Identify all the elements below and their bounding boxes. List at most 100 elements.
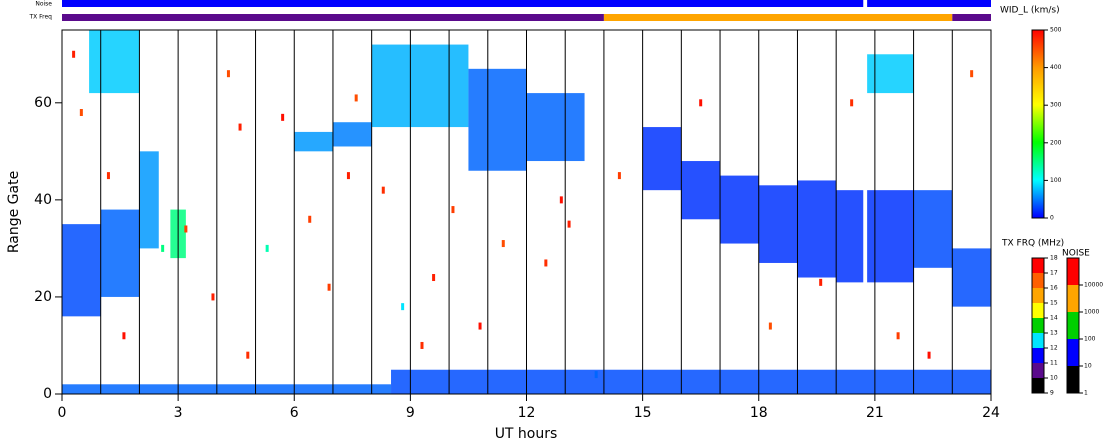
width-colorbar-cell [1032, 146, 1044, 149]
y-axis-label: Range Gate [6, 171, 22, 253]
scatter-point [927, 351, 931, 359]
txfreq-colorbar-label: 12 [1050, 345, 1058, 352]
width-colorbar-cell [1032, 84, 1044, 87]
width-colorbar-cell [1032, 126, 1044, 129]
noise-colorbar-cell [1067, 312, 1079, 339]
width-colorbar-cell [1032, 160, 1044, 163]
scatter-point [106, 172, 110, 180]
txfreq-segment [952, 14, 991, 21]
width-colorbar-label: 300 [1050, 102, 1062, 109]
width-colorbar-cell [1032, 40, 1044, 43]
width-colorbar-cell [1032, 212, 1044, 215]
width-colorbar-cell [1032, 124, 1044, 127]
width-scale-label: WID_L (km/s) [1000, 6, 1060, 16]
width-colorbar-cell [1032, 114, 1044, 117]
width-colorbar-cell [1032, 38, 1044, 41]
width-colorbar-cell [1032, 134, 1044, 137]
scatter-point [451, 206, 455, 214]
txfreq-colorbar-cell [1032, 378, 1044, 393]
width-colorbar-cell [1032, 154, 1044, 157]
txfreq-colorbar-label: 11 [1050, 360, 1058, 367]
width-colorbar-cell [1032, 128, 1044, 131]
scatter-patch [294, 131, 333, 152]
width-colorbar-cell [1032, 52, 1044, 55]
txfreq-colorbar-label: 18 [1050, 255, 1058, 262]
scatter-point [281, 113, 285, 121]
noise-colorbar-label: 10000 [1084, 282, 1103, 289]
y-tick-label: 60 [34, 95, 52, 111]
scatter-point [617, 172, 621, 180]
scatter-point [819, 278, 823, 286]
width-colorbar-cell [1032, 144, 1044, 147]
width-colorbar-cell [1032, 100, 1044, 103]
width-colorbar-cell [1032, 94, 1044, 97]
noise-colorbar-cell [1067, 285, 1079, 312]
txfreq-bar-label: TX Freq [28, 14, 52, 21]
scatter-point [381, 186, 385, 194]
width-colorbar-cell [1032, 116, 1044, 119]
width-colorbar-cell [1032, 108, 1044, 111]
scatter-patch [867, 190, 914, 283]
scatter-patch [89, 30, 140, 94]
width-colorbar-cell [1032, 64, 1044, 67]
scatter-patch [681, 161, 721, 220]
width-colorbar-cell [1032, 92, 1044, 95]
noise-scale-label: NOISE [1062, 249, 1090, 259]
scatter-patch [468, 68, 527, 171]
scatter-patch [913, 190, 953, 268]
txfreq-colorbar-label: 14 [1050, 315, 1058, 322]
x-tick-label: 9 [406, 405, 415, 421]
width-colorbar-cell [1032, 88, 1044, 91]
width-colorbar-label: 500 [1050, 27, 1062, 34]
width-colorbar-cell [1032, 204, 1044, 207]
width-colorbar-cell [1032, 182, 1044, 185]
y-tick-label: 0 [43, 386, 52, 402]
x-tick-label: 24 [982, 405, 1000, 421]
width-colorbar-cell [1032, 98, 1044, 101]
txfreq-colorbar-label: 13 [1050, 330, 1058, 337]
txfreq-colorbar-cell [1032, 303, 1044, 318]
noise-colorbar-cell [1067, 258, 1079, 285]
width-colorbar-cell [1032, 172, 1044, 175]
noise-segment [867, 0, 991, 7]
noise-colorbar-label: 100 [1084, 336, 1096, 343]
width-colorbar-cell [1032, 156, 1044, 159]
scatter-point [72, 50, 76, 58]
scatter-patch [720, 175, 759, 244]
scatter-point [238, 123, 242, 131]
width-colorbar-cell [1032, 158, 1044, 161]
width-colorbar-cell [1032, 138, 1044, 141]
noise-colorbar-label: 1000 [1084, 309, 1099, 316]
txfreq-colorbar-cell [1032, 348, 1044, 363]
txfreq-colorbar-label: 10 [1050, 375, 1058, 382]
txfreq-colorbar-cell [1032, 273, 1044, 288]
txfreq-colorbar-cell [1032, 258, 1044, 273]
scatter-point [354, 94, 358, 102]
width-colorbar-cell [1032, 140, 1044, 143]
width-colorbar-cell [1032, 54, 1044, 57]
width-colorbar-cell [1032, 132, 1044, 135]
scatter-point [308, 215, 312, 223]
x-tick-label: 21 [866, 405, 884, 421]
width-colorbar-cell [1032, 174, 1044, 177]
width-colorbar-cell [1032, 164, 1044, 167]
scatter-point [559, 196, 563, 204]
x-axis-label: UT hours [495, 426, 558, 441]
width-colorbar-cell [1032, 198, 1044, 201]
width-colorbar-cell [1032, 184, 1044, 187]
width-colorbar-cell [1032, 120, 1044, 123]
scatter-point [346, 172, 350, 180]
scatter-patch [758, 185, 798, 263]
x-tick-label: 12 [518, 405, 536, 421]
scatter-point [970, 70, 974, 78]
width-colorbar-cell [1032, 106, 1044, 109]
scatter-point [401, 303, 405, 311]
width-colorbar-cell [1032, 76, 1044, 79]
width-colorbar-cell [1032, 104, 1044, 107]
scatter-point [420, 341, 424, 349]
width-colorbar-cell [1032, 142, 1044, 145]
txfreq-colorbar-label: 17 [1050, 270, 1058, 277]
width-colorbar-cell [1032, 186, 1044, 189]
width-colorbar-cell [1032, 150, 1044, 153]
width-colorbar-cell [1032, 152, 1044, 155]
